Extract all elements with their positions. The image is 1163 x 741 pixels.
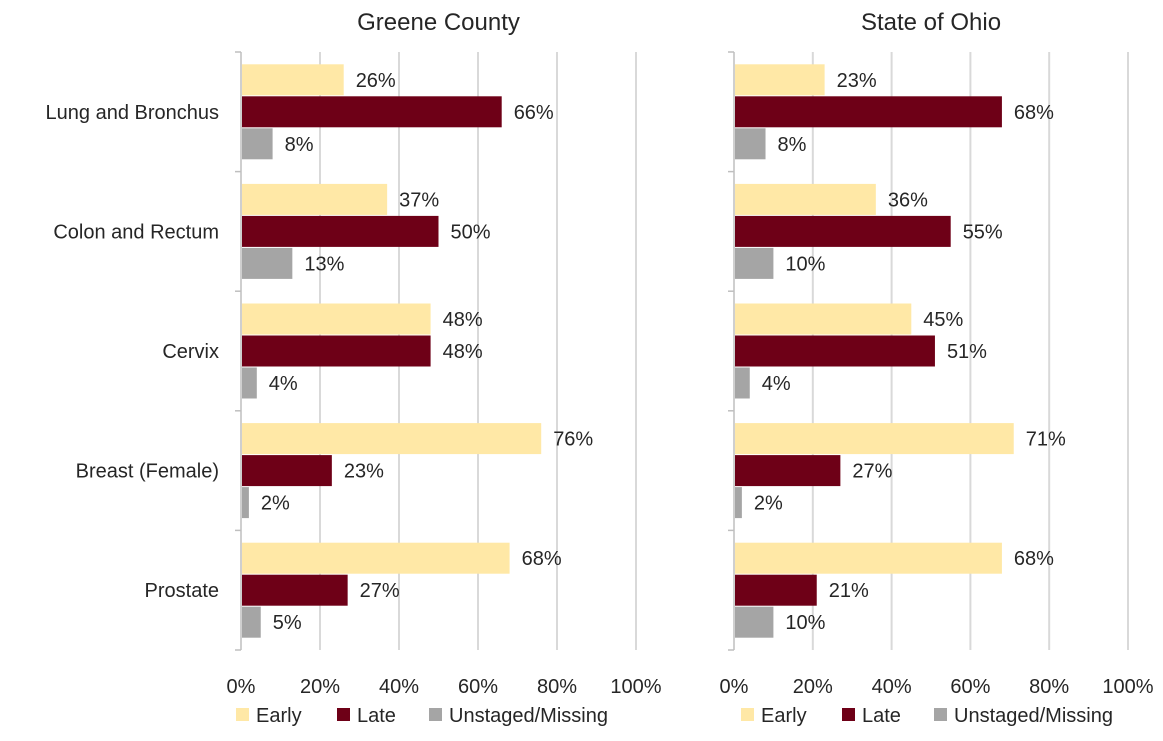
bar-early — [735, 542, 1002, 574]
bar-unstaged-missing — [735, 247, 774, 279]
bar-early — [735, 423, 1014, 455]
bar-late — [735, 215, 951, 247]
data-label: 4% — [762, 373, 791, 395]
data-label: 8% — [778, 134, 807, 156]
bar-unstaged-missing — [735, 128, 766, 160]
x-tick-label: 0% — [720, 676, 749, 698]
data-label: 21% — [829, 580, 869, 602]
data-label: 27% — [852, 461, 892, 483]
legend-label: Unstaged/Missing — [449, 705, 608, 727]
data-label: 51% — [947, 341, 987, 363]
x-tick-label: 100% — [610, 676, 661, 698]
data-label: 10% — [785, 612, 825, 634]
x-tick-label: 20% — [793, 676, 833, 698]
bar-late — [242, 455, 332, 487]
bar-late — [242, 96, 502, 128]
bar-unstaged-missing — [735, 487, 742, 519]
bar-early — [242, 542, 510, 574]
bar-unstaged-missing — [242, 128, 273, 160]
bar-late — [242, 335, 431, 367]
chart-panel-1: State of Ohio 0% 20% 40% 60% 80% 100% 23% 68% 8% 3… — [720, 9, 1154, 727]
bar-late — [735, 455, 841, 487]
data-label: 55% — [963, 221, 1003, 243]
chart-panel-0: Greene County 0% 20% 40% 60% 80% 100% Lung and … — [46, 9, 662, 727]
bar-late — [242, 215, 439, 247]
data-label: 68% — [522, 548, 562, 570]
category-label: Cervix — [162, 341, 219, 363]
data-label: 50% — [451, 221, 491, 243]
data-label: 23% — [837, 70, 877, 92]
bar-unstaged-missing — [242, 247, 293, 279]
legend-swatch — [429, 708, 442, 721]
legend-label: Late — [862, 705, 901, 727]
bar-unstaged-missing — [242, 487, 249, 519]
legend-swatch — [337, 708, 350, 721]
category-label: Lung and Bronchus — [46, 102, 219, 124]
legend-swatch — [934, 708, 947, 721]
legend-label: Unstaged/Missing — [954, 705, 1113, 727]
data-label: 36% — [888, 189, 928, 211]
x-tick-label: 40% — [379, 676, 419, 698]
legend-swatch — [236, 708, 249, 721]
x-tick-label: 20% — [300, 676, 340, 698]
bar-early — [242, 183, 388, 215]
data-label: 68% — [1014, 548, 1054, 570]
x-tick-label: 60% — [458, 676, 498, 698]
x-tick-label: 100% — [1102, 676, 1153, 698]
data-label: 45% — [923, 309, 963, 331]
bar-late — [735, 96, 1002, 128]
bar-late — [735, 574, 817, 606]
chart-title: Greene County — [357, 9, 520, 36]
x-tick-label: 40% — [872, 676, 912, 698]
data-label: 4% — [269, 373, 298, 395]
x-tick-label: 0% — [227, 676, 256, 698]
data-label: 26% — [356, 70, 396, 92]
data-label: 10% — [785, 253, 825, 275]
legend-swatch — [741, 708, 754, 721]
data-label: 2% — [754, 493, 783, 515]
bar-unstaged-missing — [735, 367, 750, 399]
data-label: 76% — [553, 429, 593, 451]
data-label: 2% — [261, 493, 290, 515]
legend-label: Early — [761, 705, 807, 727]
data-label: 5% — [273, 612, 302, 634]
x-tick-label: 80% — [1029, 676, 1069, 698]
category-label: Prostate — [145, 580, 219, 602]
bar-early — [735, 183, 876, 215]
bar-unstaged-missing — [242, 606, 261, 638]
data-label: 23% — [344, 461, 384, 483]
bar-early — [242, 303, 431, 335]
data-label: 8% — [285, 134, 314, 156]
data-label: 48% — [443, 341, 483, 363]
bar-early — [242, 423, 542, 455]
bar-unstaged-missing — [242, 367, 257, 399]
legend-swatch — [842, 708, 855, 721]
category-label: Breast (Female) — [76, 461, 219, 483]
bar-early — [735, 303, 912, 335]
data-label: 66% — [514, 102, 554, 124]
category-label: Colon and Rectum — [53, 221, 219, 243]
x-tick-label: 60% — [950, 676, 990, 698]
bar-late — [735, 335, 935, 367]
chart-title: State of Ohio — [861, 9, 1001, 36]
bar-early — [735, 64, 825, 96]
data-label: 13% — [304, 253, 344, 275]
legend-label: Late — [357, 705, 396, 727]
data-label: 48% — [443, 309, 483, 331]
bar-unstaged-missing — [735, 606, 774, 638]
bar-early — [242, 64, 344, 96]
data-label: 27% — [360, 580, 400, 602]
data-label: 71% — [1026, 429, 1066, 451]
x-tick-label: 80% — [537, 676, 577, 698]
data-label: 37% — [399, 189, 439, 211]
data-label: 68% — [1014, 102, 1054, 124]
legend-label: Early — [256, 705, 302, 727]
bar-late — [242, 574, 348, 606]
